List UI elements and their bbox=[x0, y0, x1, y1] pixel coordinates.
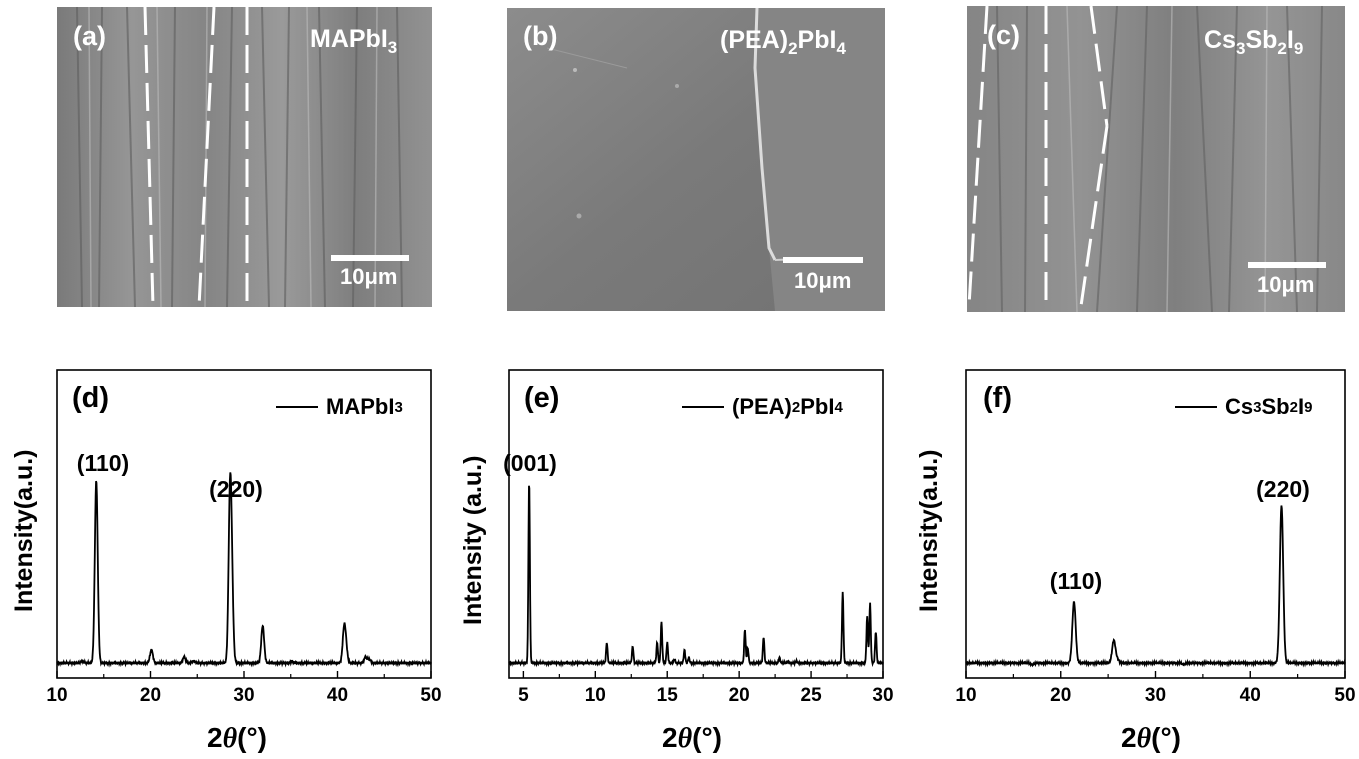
peak-annotation: (110) bbox=[76, 450, 130, 476]
xrd-peak-point bbox=[875, 630, 877, 632]
scale-bar bbox=[331, 255, 409, 261]
xrd-series-line bbox=[508, 485, 884, 668]
x-tick-label: 15 bbox=[657, 685, 679, 706]
scale-label: 10μm bbox=[794, 268, 852, 293]
x-tick-label: 20 bbox=[140, 685, 161, 706]
scale-label: 10μm bbox=[340, 264, 398, 289]
x-tick-label: 50 bbox=[420, 685, 441, 706]
y-axis-label: Intensity (a.u.) bbox=[459, 455, 487, 625]
peak-annotation: (110) bbox=[1049, 568, 1103, 594]
x-tick-label: 25 bbox=[801, 685, 823, 706]
x-tick-label: 30 bbox=[1145, 685, 1166, 706]
legend: (PEA) 2 PbI 4 bbox=[682, 394, 843, 420]
xrd-peak-point bbox=[528, 479, 530, 481]
x-tick-label: 10 bbox=[46, 685, 67, 706]
x-axis-label: 2θ(°) bbox=[662, 722, 722, 754]
sem-panel-label: (a) bbox=[73, 21, 106, 51]
xrd-chart-d: 10 20 30 40 50 Intensity(a.u.) 2θ(°) (d) MAP… bbox=[0, 360, 450, 759]
x-tick-label: 40 bbox=[327, 685, 348, 706]
scale-bar bbox=[1248, 262, 1326, 268]
legend: Cs 3 Sb 2 I 9 bbox=[1175, 394, 1312, 420]
xrd-series-line bbox=[56, 472, 432, 668]
legend-line bbox=[682, 406, 724, 408]
x-axis-label: 2θ(°) bbox=[1121, 722, 1181, 754]
plot-frame bbox=[508, 369, 884, 679]
x-tick-label: 30 bbox=[233, 685, 254, 706]
sem-panel-label: (b) bbox=[523, 21, 558, 51]
xrd-chart-e: 5 10 15 20 25 30 Intensity (a.u.) 2θ(°) (e) (… bbox=[452, 360, 902, 759]
xrd-plot-e: 5 10 15 20 25 30 bbox=[508, 369, 894, 706]
x-tick-label: 10 bbox=[955, 685, 976, 706]
y-axis-label: Intensity(a.u.) bbox=[10, 449, 38, 612]
sem-panel-label: (c) bbox=[987, 20, 1020, 50]
xrd-series-line bbox=[965, 505, 1346, 668]
sem-material-label: Cs3Sb2I9 bbox=[1204, 26, 1304, 58]
xrd-peak-point bbox=[95, 479, 97, 481]
peak-annotation: (220) bbox=[1256, 476, 1310, 502]
panel-label: (e) bbox=[524, 382, 560, 414]
scale-label: 10μm bbox=[1257, 272, 1315, 297]
sem-panel-c: (c) Cs3Sb2I9 10μm bbox=[967, 6, 1345, 312]
peak-annotation: (001) bbox=[503, 450, 557, 476]
legend-line bbox=[276, 406, 318, 408]
peak-annotation: (220) bbox=[209, 476, 263, 502]
x-axis-label: 2θ(°) bbox=[207, 722, 267, 754]
xrd-peak-point bbox=[763, 636, 765, 638]
xrd-chart-f: 10 20 30 40 50 Intensity(a.u.) 2θ(°) (f) Cs 3… bbox=[905, 360, 1359, 759]
sem-material-label: (PEA)2PbI4 bbox=[720, 26, 846, 58]
x-tick-label: 5 bbox=[518, 685, 529, 706]
sem-panel-b: (b) (PEA)2PbI4 10μm bbox=[507, 8, 885, 311]
sem-image-c bbox=[967, 6, 1345, 312]
xrd-plot-d: 10 20 30 40 50 bbox=[46, 369, 442, 706]
sem-image-a bbox=[57, 7, 432, 307]
x-tick-label: 30 bbox=[872, 685, 893, 706]
legend-line bbox=[1175, 406, 1217, 408]
scale-bar bbox=[783, 257, 863, 263]
x-tick-label: 20 bbox=[729, 685, 750, 706]
xrd-plot-f: 10 20 30 40 50 bbox=[955, 369, 1356, 706]
sem-panel-a: (a) MAPbI3 10μm bbox=[57, 7, 432, 307]
x-tick-label: 20 bbox=[1050, 685, 1071, 706]
x-tick-label: 10 bbox=[585, 685, 606, 706]
panel-label: (d) bbox=[72, 382, 110, 414]
y-axis-label: Intensity(a.u.) bbox=[915, 449, 943, 612]
x-tick-label: 40 bbox=[1240, 685, 1261, 706]
x-tick-label: 50 bbox=[1334, 685, 1355, 706]
legend: MAPbI 3 bbox=[276, 394, 403, 420]
panel-label: (f) bbox=[983, 382, 1012, 414]
sem-material-label: MAPbI3 bbox=[310, 25, 398, 57]
